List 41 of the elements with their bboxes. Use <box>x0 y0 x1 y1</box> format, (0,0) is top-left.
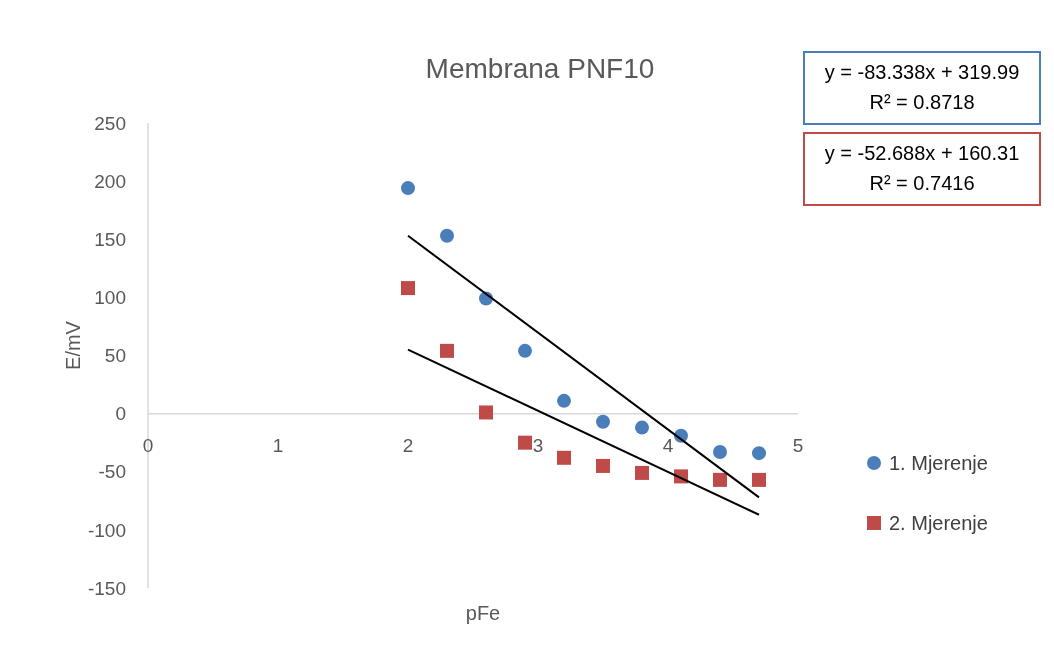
y-tick-label: 100 <box>94 287 126 309</box>
point <box>635 420 649 435</box>
x-tick-label: 4 <box>662 434 674 456</box>
legend-label: 1. Mjerenje <box>889 452 988 474</box>
x-tick-label: 1 <box>272 434 284 456</box>
y-tick-label: 150 <box>94 228 126 250</box>
y-tick-label: 250 <box>94 112 126 134</box>
point <box>713 444 727 459</box>
point <box>440 228 454 243</box>
point <box>518 435 532 450</box>
y-tick-label: 50 <box>104 345 126 367</box>
point <box>479 405 493 420</box>
text: R² = 0.7416 <box>869 172 975 194</box>
y-tick-label: -100 <box>87 519 126 541</box>
point <box>752 446 766 461</box>
point <box>635 465 649 480</box>
x-tick-label: 2 <box>402 434 414 456</box>
x-axis-title: pFe <box>465 602 501 624</box>
x-tick-label: 5 <box>792 434 804 456</box>
legend-label: 2. Mjerenje <box>889 512 988 534</box>
y-tick-label: -150 <box>87 577 126 599</box>
x-tick-label: 0 <box>142 434 154 456</box>
y-tick-label: 200 <box>94 170 126 192</box>
point <box>713 472 727 487</box>
point <box>752 472 766 487</box>
point <box>596 414 610 429</box>
point <box>596 458 610 473</box>
point <box>440 343 454 358</box>
chart-title: Membrana PNF10 <box>425 53 655 84</box>
point <box>518 343 532 358</box>
y-axis-title: E/mV <box>62 320 84 370</box>
y-tick-label: -50 <box>98 461 126 483</box>
text: y = -83.338x + 319.99 <box>824 61 1020 83</box>
point <box>557 450 571 465</box>
point <box>401 281 415 296</box>
point <box>401 181 415 196</box>
text: R² = 0.8718 <box>869 91 975 113</box>
y-tick-label: 0 <box>115 403 126 425</box>
point <box>557 393 571 408</box>
text: y = -52.688x + 160.31 <box>824 142 1020 164</box>
x-tick-label: 3 <box>532 434 544 456</box>
